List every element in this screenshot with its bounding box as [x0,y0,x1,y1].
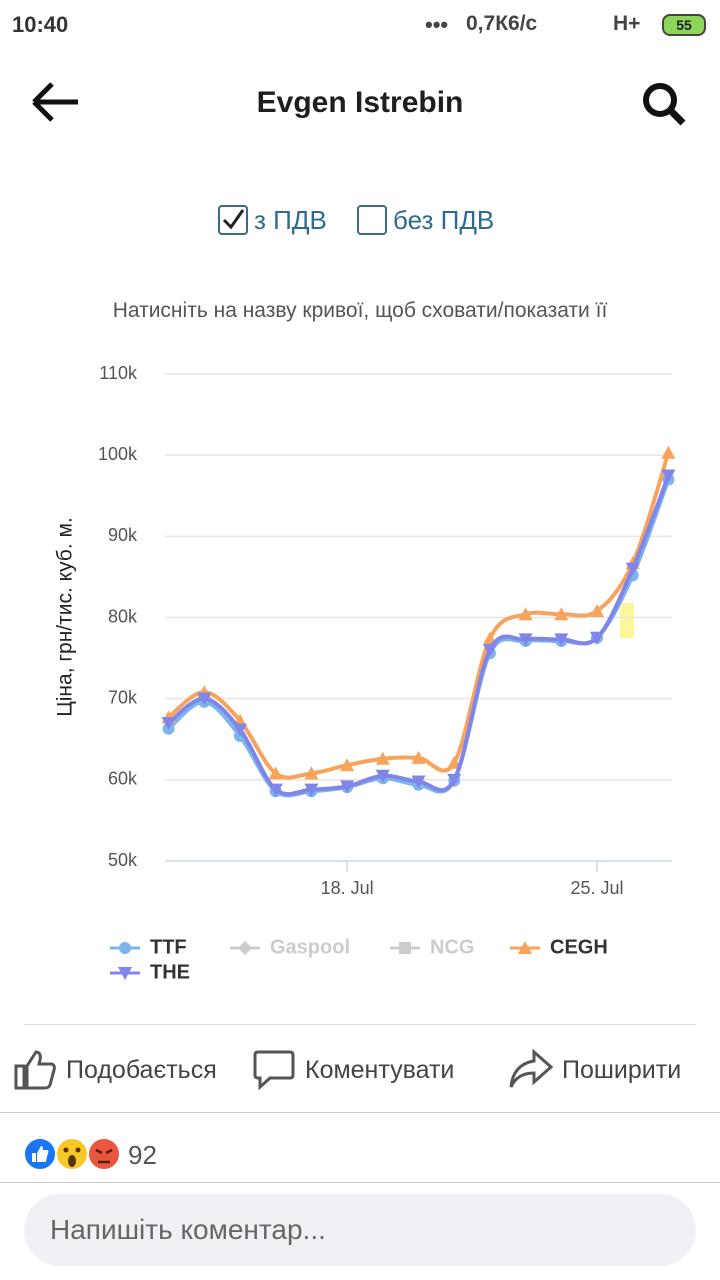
y-tick-label: 60k [108,769,138,789]
comment-button[interactable]: Коментувати [305,1056,455,1084]
header-title: Evgen Istrebin [256,86,464,119]
divider [0,1182,720,1183]
x-tick-label: 25. Jul [570,878,623,898]
legend-label[interactable]: THE [150,961,190,983]
comment-placeholder: Напишіть коментар... [50,1214,326,1245]
data-point [518,607,533,621]
legend-symbol[interactable] [238,941,252,955]
data-point [411,775,426,789]
search-button[interactable] [640,80,688,126]
legend-symbol[interactable] [399,942,411,954]
data-point [304,783,319,797]
data-point [661,469,676,483]
comment-input[interactable] [24,1194,696,1266]
data-point [661,445,676,459]
x-tick-label: 18. Jul [321,878,374,898]
legend-label[interactable]: Gaspool [270,936,350,958]
legend-label[interactable]: TTF [150,936,187,958]
highlight [620,603,634,638]
option-label[interactable]: без ПДВ [393,205,495,235]
data-point [554,607,569,621]
y-tick-label: 100k [98,444,138,464]
share-button[interactable]: Поширити [562,1056,682,1084]
option-label[interactable]: з ПДВ [254,205,327,235]
checkbox[interactable] [357,205,387,235]
status-speed: 0,7К6/с [466,12,538,35]
divider [0,1112,720,1113]
data-point [161,717,176,731]
reaction-icons [23,1137,121,1171]
share-icon [509,1048,554,1088]
status-time: 10:40 [12,12,69,37]
data-point [590,631,605,645]
y-axis-label: Ціна, грн/тис. куб. м. [54,517,77,717]
y-tick-label: 80k [108,606,138,626]
chart-subtitle: Натисніть на назву кривої, щоб сховати/п… [112,299,608,322]
data-point [268,766,283,780]
data-point [625,562,640,576]
data-point [268,783,283,797]
like-icon [14,1050,56,1090]
chart: Ціна, грн/тис. куб. м. 50k 60k 70k 80k 90k 10… [54,363,676,983]
data-point [304,766,319,780]
data-point [590,604,605,618]
y-tick-label: 70k [108,687,138,707]
y-tick-label: 50k [108,850,138,870]
series-line [167,474,671,797]
data-point [197,692,212,706]
comment-icon [253,1050,295,1091]
status-dots: ••• [425,12,449,37]
data-point [447,773,462,787]
legend-label[interactable]: NCG [430,936,474,958]
legend-label[interactable]: CEGH [550,936,608,958]
data-point [340,780,355,794]
data-point [482,643,497,657]
like-button[interactable]: Подобається [66,1056,217,1084]
data-point [554,633,569,647]
legend-symbol[interactable] [518,941,532,954]
reaction-count[interactable]: 92 [128,1140,157,1170]
legend-symbol[interactable] [118,967,132,980]
back-button[interactable] [30,80,82,124]
divider [24,1024,696,1025]
data-point [340,758,355,772]
y-tick-label: 110k [99,363,138,383]
data-point [518,633,533,647]
legend-symbol[interactable] [119,942,131,954]
status-network: H+ [613,12,641,35]
y-tick-label: 90k [108,525,138,545]
data-point [375,751,390,765]
status-battery: 55 [662,14,706,36]
data-point [411,750,426,764]
data-point [232,723,247,737]
checkbox[interactable] [218,205,248,235]
data-point [375,769,390,783]
check-mark [222,209,245,230]
